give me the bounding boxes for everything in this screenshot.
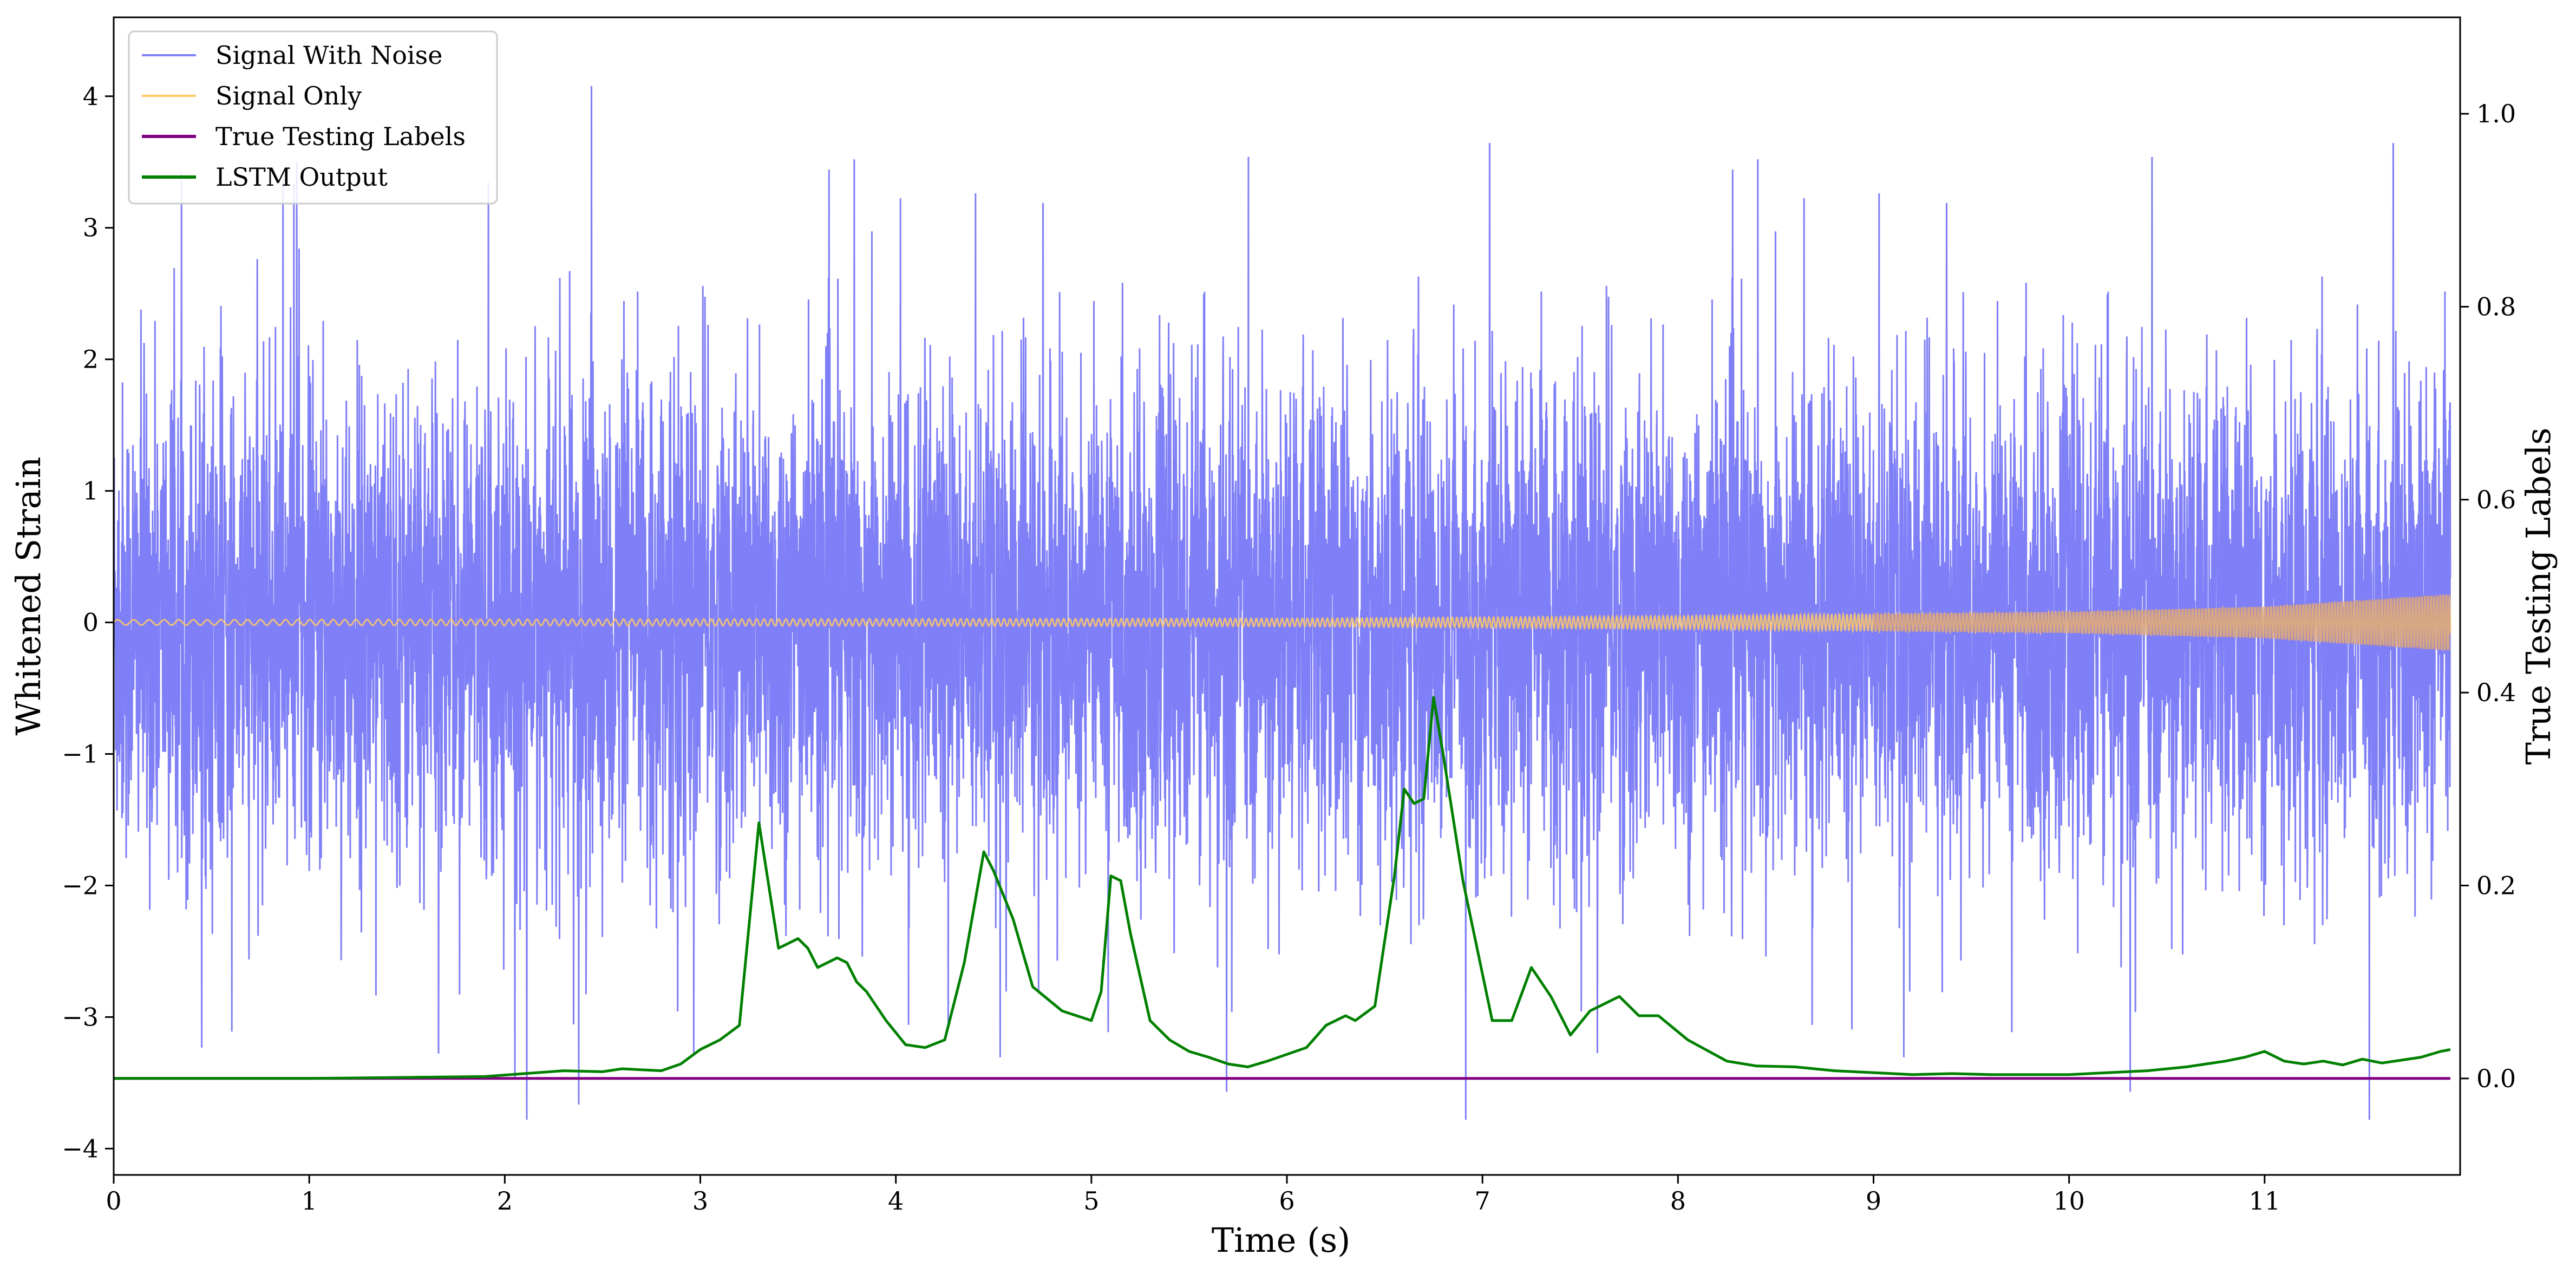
x-tick-label: 2 [497,1186,513,1216]
x-tick-label: 1 [302,1186,317,1216]
y2-tick-label: 0.4 [2476,678,2516,707]
y-tick-label: 4 [83,82,99,111]
y2-tick-label: 0.0 [2476,1064,2516,1093]
legend-label: True Testing Labels [215,122,466,151]
y-tick-label: 1 [83,476,99,506]
y-tick-label: −2 [62,871,99,900]
y-tick-label: 2 [83,345,99,374]
x-tick-label: 10 [2053,1186,2085,1216]
y-tick-label: −1 [62,740,99,769]
signal-tail-fill [1873,594,2450,651]
y-axis-left: −4 −3 −2 −1 0 1 2 3 4 [62,82,114,1163]
y2-tick-label: 1.0 [2476,99,2516,128]
x-tick-label: 3 [692,1186,708,1216]
x-axis: 0 1 2 3 4 5 6 7 8 9 10 11 [106,1175,2280,1216]
x-tick-label: 11 [2249,1186,2281,1216]
y2-tick-label: 0.6 [2476,485,2516,514]
y-tick-label: 3 [83,213,99,243]
x-tick-label: 5 [1083,1186,1099,1216]
legend-label: Signal With Noise [215,41,442,70]
y2-tick-label: 0.2 [2476,871,2516,900]
y-axis-label-right: True Testing Labels [2519,428,2558,765]
legend-box [128,30,498,205]
x-tick-label: 0 [106,1186,121,1216]
lstm-output-series [114,696,2451,1080]
signal-only-series [114,594,2451,651]
noise-line [114,86,2451,1120]
y-tick-label: −3 [62,1002,99,1031]
legend: Signal With Noise Signal Only True Testing… [128,30,498,205]
lstm-output-line [114,696,2451,1080]
legend-label: LSTM Output [215,162,388,192]
y-tick-label: −4 [62,1134,99,1163]
x-tick-label: 8 [1670,1186,1686,1216]
x-tick-label: 7 [1475,1186,1490,1216]
y-axis-label: Whitened Strain [9,457,48,736]
y-axis-right: 0.0 0.2 0.4 0.6 0.8 1.0 [2460,99,2516,1093]
legend-label: Signal Only [215,81,362,110]
x-axis-label: Time (s) [1212,1220,1351,1260]
y-tick-label: 0 [83,608,99,637]
y2-tick-label: 0.8 [2476,292,2516,322]
x-tick-label: 4 [888,1186,904,1216]
noise-series [114,86,2451,1120]
x-tick-label: 6 [1279,1186,1294,1216]
x-tick-label: 9 [1866,1186,1881,1216]
